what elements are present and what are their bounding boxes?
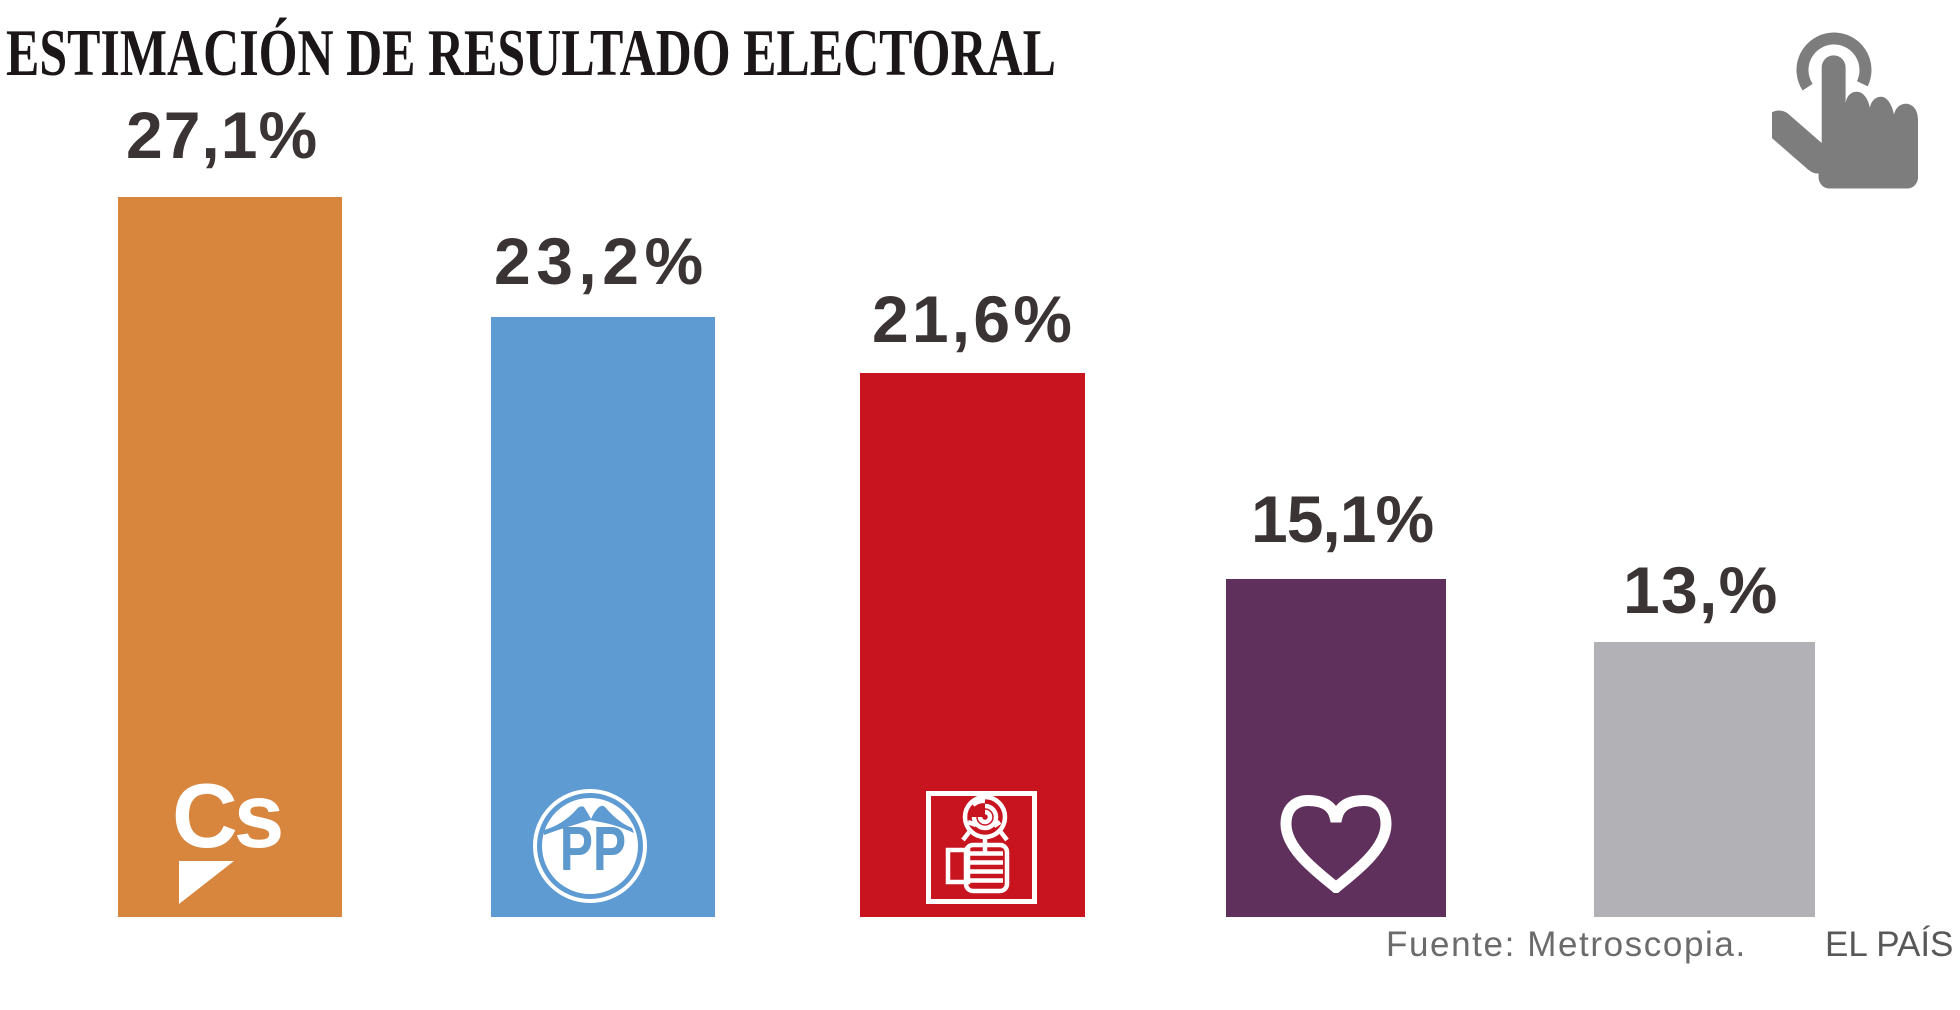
svg-text:PP: PP [560, 814, 626, 884]
